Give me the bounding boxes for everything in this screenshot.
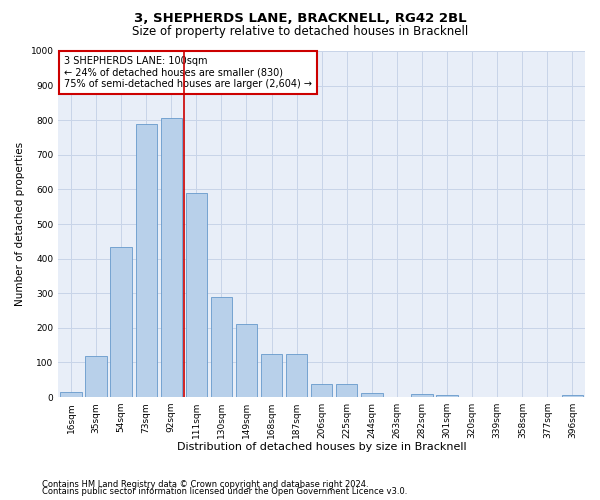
Bar bbox=[286, 354, 307, 397]
Bar bbox=[436, 396, 458, 397]
Text: Contains public sector information licensed under the Open Government Licence v3: Contains public sector information licen… bbox=[42, 487, 407, 496]
Text: Contains HM Land Registry data © Crown copyright and database right 2024.: Contains HM Land Registry data © Crown c… bbox=[42, 480, 368, 489]
Bar bbox=[311, 384, 332, 397]
Bar bbox=[110, 246, 132, 397]
Bar bbox=[336, 384, 358, 397]
Bar bbox=[60, 392, 82, 397]
Bar bbox=[161, 118, 182, 397]
Bar bbox=[412, 394, 433, 397]
Bar bbox=[361, 393, 383, 397]
Bar bbox=[261, 354, 282, 397]
Y-axis label: Number of detached properties: Number of detached properties bbox=[15, 142, 25, 306]
Text: 3, SHEPHERDS LANE, BRACKNELL, RG42 2BL: 3, SHEPHERDS LANE, BRACKNELL, RG42 2BL bbox=[134, 12, 466, 26]
Bar bbox=[85, 356, 107, 397]
Bar bbox=[185, 193, 207, 397]
Bar bbox=[136, 124, 157, 397]
Bar bbox=[236, 324, 257, 397]
Text: 3 SHEPHERDS LANE: 100sqm
← 24% of detached houses are smaller (830)
75% of semi-: 3 SHEPHERDS LANE: 100sqm ← 24% of detach… bbox=[64, 56, 311, 90]
Bar bbox=[211, 296, 232, 397]
Text: Size of property relative to detached houses in Bracknell: Size of property relative to detached ho… bbox=[132, 25, 468, 38]
Bar bbox=[562, 396, 583, 397]
X-axis label: Distribution of detached houses by size in Bracknell: Distribution of detached houses by size … bbox=[177, 442, 467, 452]
